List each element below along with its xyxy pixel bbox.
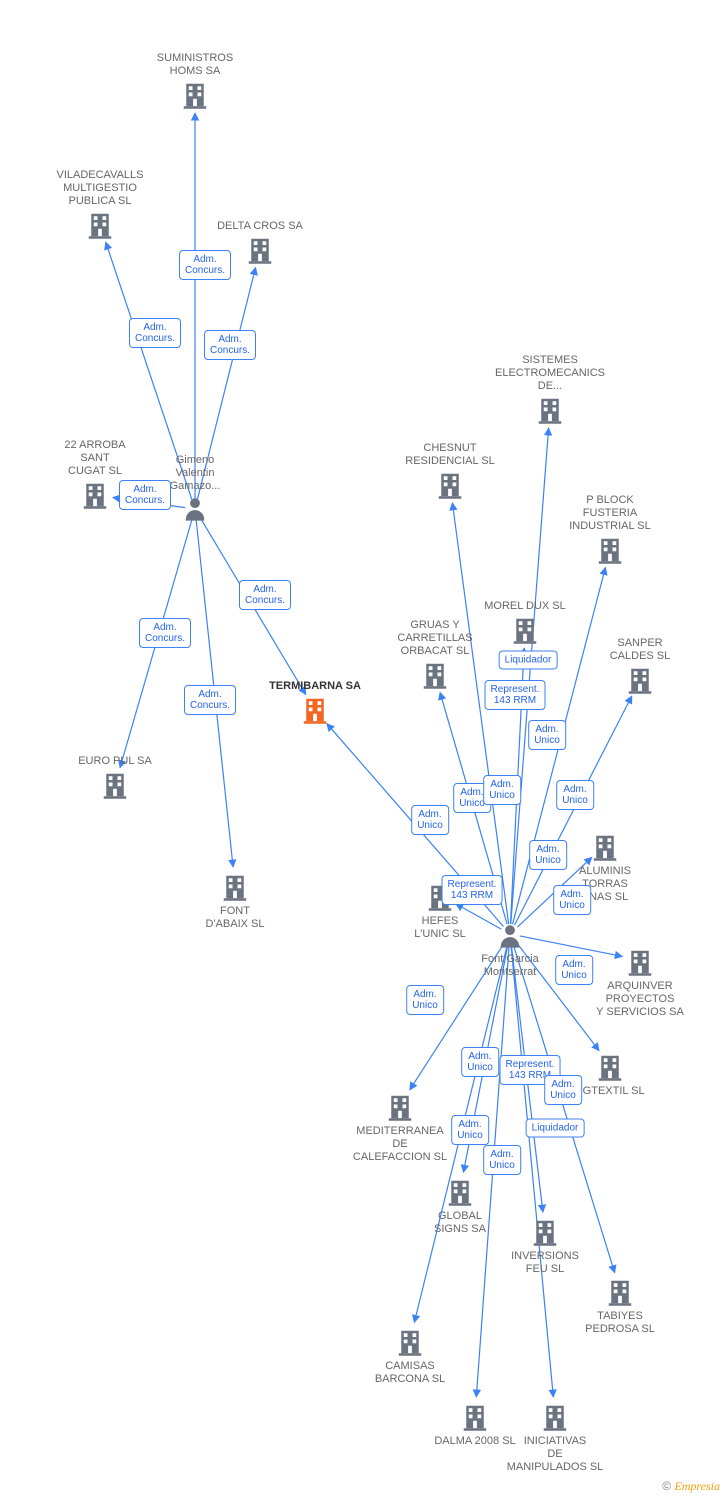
- edge: [516, 942, 599, 1051]
- edge: [517, 857, 592, 927]
- edge: [476, 944, 509, 1397]
- network-canvas: [0, 0, 728, 1500]
- edge: [197, 267, 255, 499]
- edge: [515, 696, 632, 925]
- copyright-symbol: ©: [662, 1479, 671, 1493]
- edge: [520, 936, 623, 957]
- edge: [200, 518, 306, 695]
- edge: [327, 724, 504, 927]
- brand-name: Empresia: [674, 1479, 720, 1493]
- edge: [414, 944, 507, 1323]
- edge: [452, 503, 508, 924]
- edge: [511, 428, 549, 924]
- edge: [510, 648, 524, 924]
- edge: [440, 692, 507, 924]
- edge: [106, 242, 192, 499]
- edge: [511, 944, 543, 1212]
- edge: [196, 519, 233, 867]
- footer-credit: © Empresia: [662, 1479, 720, 1494]
- edge: [513, 567, 606, 924]
- edge: [511, 944, 553, 1397]
- edge: [120, 519, 192, 768]
- edge: [113, 497, 185, 507]
- edge: [513, 944, 615, 1273]
